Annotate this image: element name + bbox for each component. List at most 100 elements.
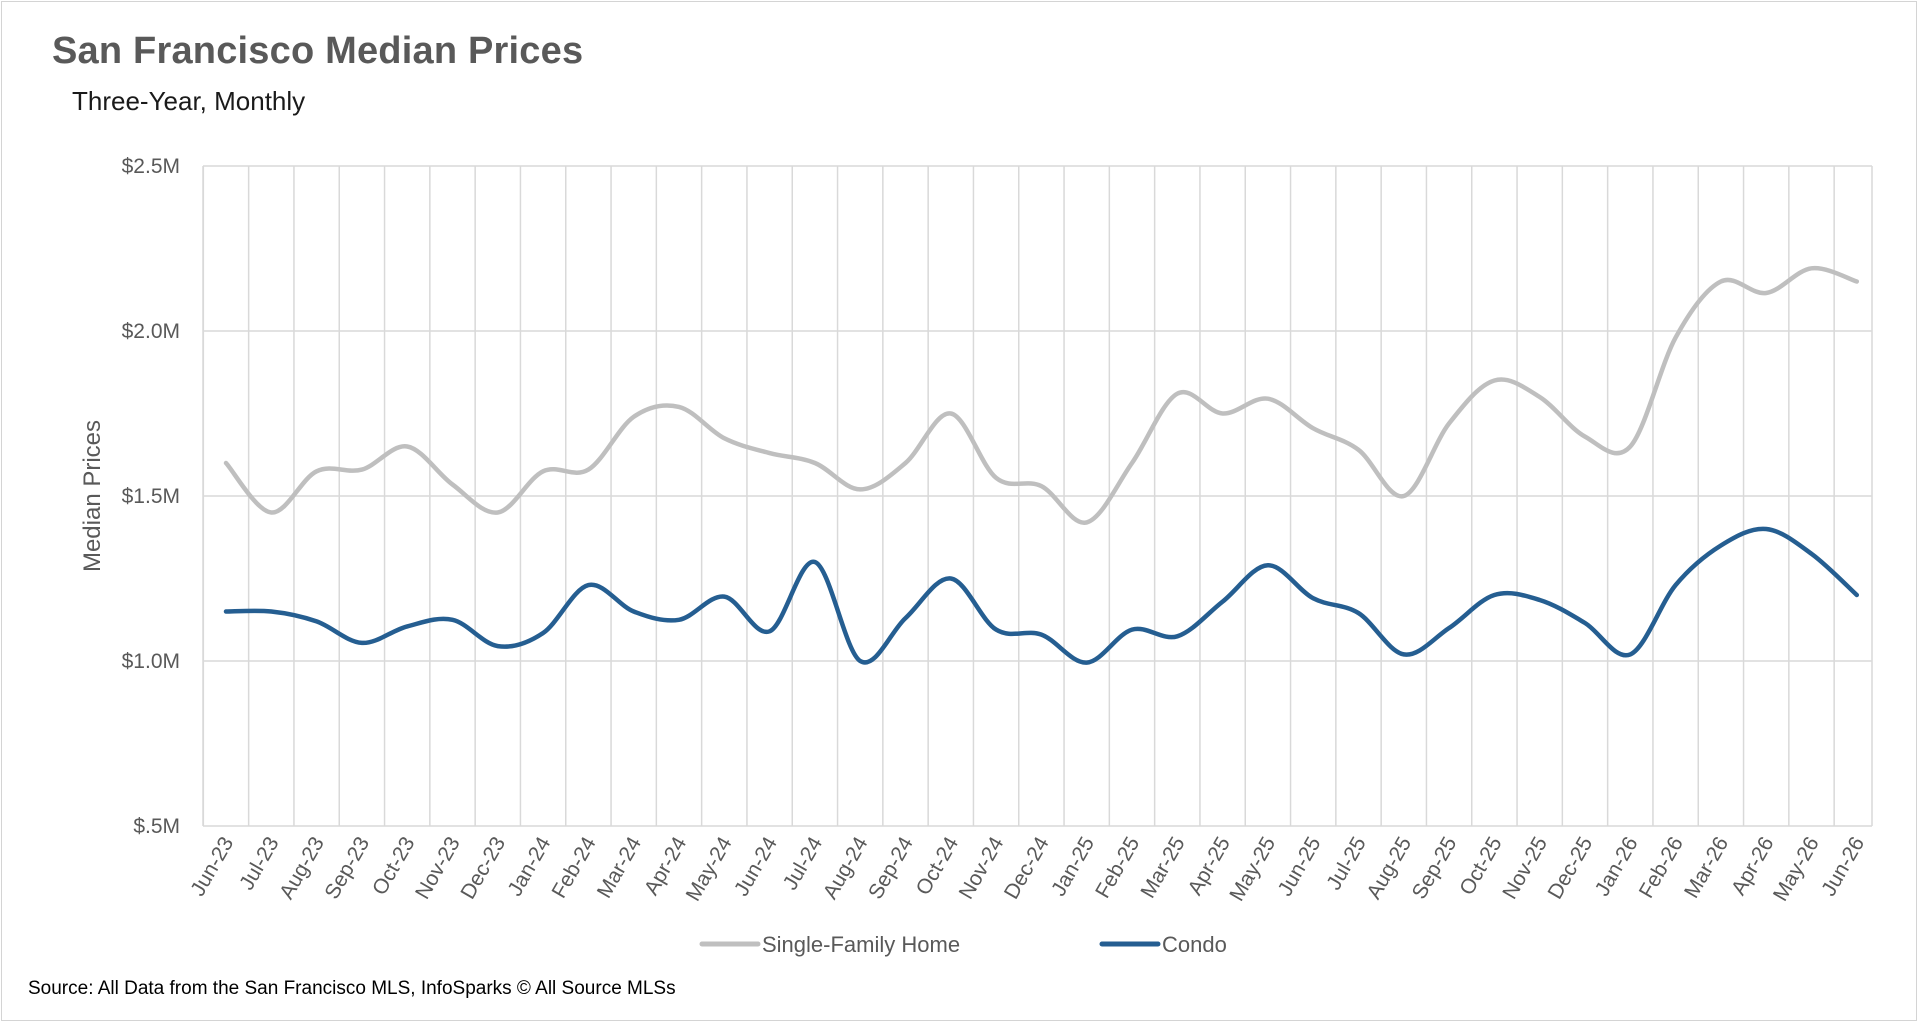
data-point-single-family-home (268, 510, 274, 516)
data-point-condo (631, 609, 637, 615)
data-point-single-family-home (1491, 378, 1497, 384)
x-tick-label: Jun-25 (1274, 833, 1326, 900)
series-line-condo (223, 526, 1860, 665)
data-point-single-family-home (721, 435, 727, 441)
y-axis-title: Median Prices (79, 420, 106, 572)
data-point-single-family-home (812, 460, 818, 466)
data-point-condo (1129, 627, 1135, 633)
data-point-condo (1854, 592, 1860, 598)
data-point-condo (721, 594, 727, 600)
x-tick-label: Jun-24 (730, 833, 782, 900)
x-tick-labels: Jun-23Jul-23Aug-23Sep-23Oct-23Nov-23Dec-… (186, 833, 1869, 905)
data-point-single-family-home (1718, 279, 1724, 285)
data-point-single-family-home (993, 475, 999, 481)
data-point-condo (1265, 562, 1271, 568)
x-tick-label: Jul-24 (779, 833, 828, 894)
series-line-single-family-home (223, 265, 1860, 525)
data-point-condo (767, 628, 773, 634)
data-point-condo (450, 617, 456, 623)
data-point-condo (495, 643, 501, 649)
data-point-condo (1446, 625, 1452, 631)
x-tick-label: Feb-26 (1635, 833, 1688, 902)
data-point-condo (359, 640, 365, 646)
data-point-single-family-home (1038, 483, 1044, 489)
x-tick-label: Mar-26 (1680, 833, 1733, 902)
data-point-condo (948, 576, 954, 582)
data-point-condo (857, 658, 863, 664)
data-point-single-family-home (404, 444, 410, 450)
x-tick-label: Feb-25 (1091, 833, 1144, 902)
data-point-single-family-home (314, 468, 320, 474)
data-point-condo (1356, 610, 1362, 616)
data-point-single-family-home (1627, 444, 1633, 450)
data-point-single-family-home (1265, 396, 1271, 402)
data-point-single-family-home (1401, 493, 1407, 499)
data-point-condo (1582, 620, 1588, 626)
data-point-single-family-home (1854, 279, 1860, 285)
y-tick-label: $2.0M (122, 320, 180, 343)
data-point-condo (1220, 599, 1226, 605)
x-tick-label: Jul-23 (235, 833, 284, 894)
data-point-single-family-home (631, 414, 637, 420)
data-point-single-family-home (585, 467, 591, 473)
data-point-condo (1084, 660, 1090, 666)
legend-label-single-family-home: Single-Family Home (762, 932, 960, 957)
data-point-single-family-home (903, 460, 909, 466)
data-point-single-family-home (1129, 460, 1135, 466)
data-point-condo (1673, 582, 1679, 588)
data-point-condo (268, 609, 274, 615)
data-point-single-family-home (1174, 391, 1180, 397)
series-lines (223, 265, 1860, 665)
data-point-single-family-home (1537, 394, 1543, 400)
data-point-single-family-home (1220, 411, 1226, 417)
x-tick-label: Mar-24 (593, 833, 646, 902)
grid-lines (202, 165, 1873, 827)
data-point-condo (993, 627, 999, 633)
data-point-condo (676, 617, 682, 623)
x-tick-label: Jun-26 (1817, 833, 1869, 900)
x-tick-label: Dec-24 (1000, 833, 1054, 903)
x-tick-label: Dec-25 (1544, 833, 1598, 903)
chart-subtitle: Three-Year, Monthly (72, 86, 306, 116)
x-tick-label: Jul-25 (1322, 833, 1371, 894)
data-point-single-family-home (1356, 447, 1362, 453)
data-point-condo (1038, 632, 1044, 638)
data-point-single-family-home (1084, 519, 1090, 525)
data-point-condo (540, 630, 546, 636)
x-tick-label: Sep-25 (1408, 833, 1462, 903)
y-tick-label: $1.5M (122, 485, 180, 508)
y-tick-labels: $2.5M $2.0M $1.5M $1.0M $.5M (122, 155, 180, 838)
data-point-single-family-home (1809, 265, 1815, 271)
data-point-single-family-home (540, 468, 546, 474)
x-tick-label: Sep-24 (864, 833, 918, 903)
y-tick-label: $2.5M (122, 155, 180, 178)
data-point-single-family-home (1310, 425, 1316, 431)
source-note: Source: All Data from the San Francisco … (28, 978, 676, 999)
data-point-condo (903, 615, 909, 621)
legend: Single-Family Home Condo (699, 932, 1227, 957)
data-point-single-family-home (495, 510, 501, 516)
data-point-single-family-home (1763, 290, 1769, 296)
data-point-condo (1310, 595, 1316, 601)
data-point-condo (585, 582, 591, 588)
data-point-single-family-home (948, 411, 954, 417)
data-point-single-family-home (1446, 420, 1452, 426)
data-point-condo (1537, 597, 1543, 603)
data-point-condo (1809, 551, 1815, 557)
data-point-condo (404, 623, 410, 629)
data-point-single-family-home (1582, 434, 1588, 440)
data-point-condo (314, 618, 320, 624)
data-point-condo (1174, 633, 1180, 639)
data-point-condo (1491, 592, 1497, 598)
x-tick-label: Dec-23 (456, 833, 510, 903)
data-point-condo (812, 559, 818, 565)
data-point-condo (1627, 651, 1633, 657)
data-point-single-family-home (359, 467, 365, 473)
chart-title: San Francisco Median Prices (52, 30, 584, 72)
y-tick-label: $.5M (133, 815, 180, 838)
data-point-single-family-home (857, 486, 863, 492)
x-tick-label: Jun-23 (186, 833, 238, 900)
x-tick-label: May-24 (682, 833, 737, 905)
x-tick-label: Mar-25 (1136, 833, 1189, 902)
